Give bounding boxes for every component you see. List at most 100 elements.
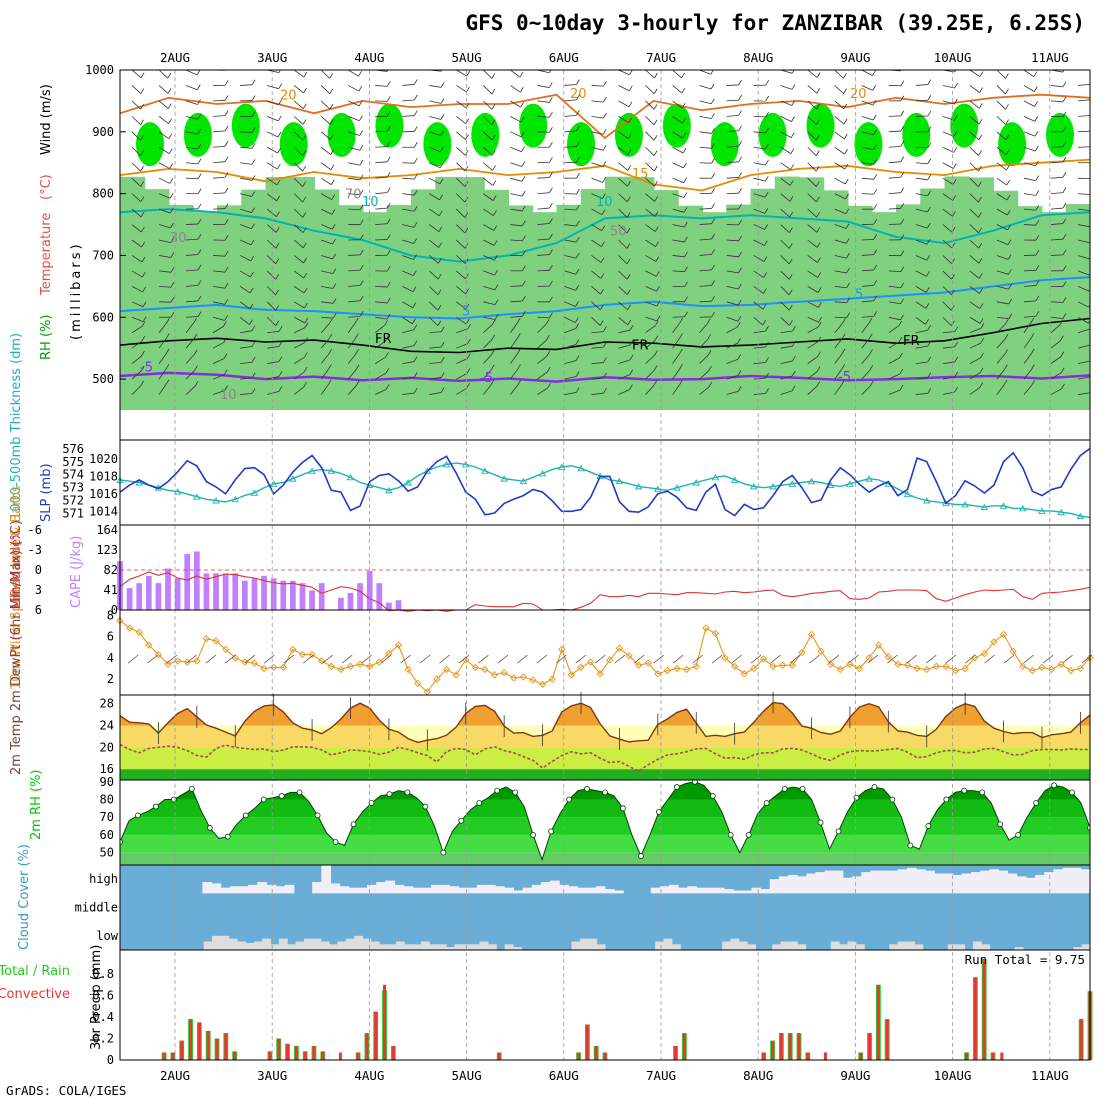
wind-barb-flag <box>250 255 255 262</box>
wind-barb <box>239 316 250 326</box>
wind-barb-flag <box>303 366 308 373</box>
rh2m-marker <box>817 819 824 826</box>
contour-label-plus5: 5 <box>855 288 863 303</box>
cloud-high-bar <box>403 886 414 894</box>
wind-barb-flag <box>440 387 445 393</box>
wind-barb <box>456 358 468 364</box>
wind-barb-flag <box>439 194 443 201</box>
wind-barb-flag <box>413 324 418 330</box>
wind-speed-marker <box>692 662 700 670</box>
wind-barb <box>429 224 440 233</box>
wind-barb-flag <box>711 143 715 149</box>
wind-barb <box>780 177 791 186</box>
wind-barb <box>780 345 793 349</box>
wind-barb <box>834 353 843 364</box>
wind-barb <box>861 338 870 349</box>
wind-barb <box>996 193 1008 201</box>
wind-barb-flag <box>843 103 848 110</box>
wind-barb-flag <box>738 235 742 242</box>
wind-barb-flag <box>952 179 957 185</box>
wind-speed-marker <box>260 664 268 673</box>
wind-barb <box>1023 338 1032 349</box>
precip-ylabel-group: 3hr Precip (mm) <box>89 945 104 1050</box>
date-label-bottom: 8AUG <box>743 1068 773 1083</box>
wind-barb-flag <box>549 187 553 193</box>
wind-barb-flag <box>979 71 984 77</box>
wind-barb-flag <box>900 156 905 162</box>
wind-barb-flag <box>765 95 769 102</box>
wind-barb-flag <box>790 148 795 154</box>
wind-barb <box>510 338 518 349</box>
cloud-high-bar <box>595 886 606 894</box>
wind-barb-flag <box>576 110 580 116</box>
wind10m-barb <box>906 654 918 664</box>
wind-barb-flag <box>464 150 469 156</box>
cloud-low-bar <box>278 938 288 950</box>
wind-barb <box>375 161 388 164</box>
wind-barb-flag <box>1030 364 1035 370</box>
cloud-high-bar <box>916 869 926 894</box>
wind10m-barb <box>536 654 548 664</box>
wind-barb-flag <box>655 271 660 277</box>
cloud-low-bar <box>722 941 731 950</box>
wind-barb <box>996 208 1008 216</box>
wind-speed-marker <box>721 654 729 662</box>
wind-barb <box>780 193 791 202</box>
wind-barb-flag <box>304 317 309 324</box>
wind-barb <box>483 224 494 231</box>
wind-barb-flag <box>165 348 170 355</box>
wind-barb-flag <box>927 388 932 394</box>
wind-barb <box>1023 385 1032 395</box>
wind-barb <box>240 377 253 380</box>
wind-barb-flag <box>142 286 146 293</box>
wind-speed-marker <box>433 675 441 683</box>
wind-barb-flag <box>165 379 170 385</box>
cloud-high-bar <box>412 887 423 894</box>
cloud-high-bar <box>980 870 990 894</box>
wind-speed-marker <box>711 629 720 638</box>
wind10m-barb <box>575 654 587 664</box>
wind-barb-flag <box>603 387 607 394</box>
rh2m-marker <box>296 789 303 796</box>
wind-barb-flag <box>223 337 228 343</box>
wind-barb-flag <box>816 227 821 233</box>
wind-barb <box>131 270 143 278</box>
wind-barb-flag <box>927 372 932 378</box>
wind-barb <box>510 193 523 197</box>
wind-barb-flag <box>1035 145 1039 152</box>
wind-barb-flag <box>738 125 742 131</box>
upper-ytick-label: 700 <box>92 248 114 262</box>
thickness-marker <box>461 461 470 468</box>
wind-barb-flag <box>521 205 526 212</box>
wind-barb <box>429 115 442 120</box>
wind-barb-flag <box>169 193 174 199</box>
contour-label-plus5: 5 <box>462 304 470 319</box>
wind-barb <box>537 339 547 349</box>
wind-barb <box>780 131 792 139</box>
wind-barb-flag <box>328 318 333 325</box>
wind-barb-flag <box>738 203 742 210</box>
wind-barb-flag <box>575 387 580 393</box>
wind-barb-flag <box>278 356 283 362</box>
wind-barb <box>645 385 654 395</box>
wind-barb-flag <box>844 148 848 155</box>
wind-barb-flag <box>358 70 362 77</box>
wind-barb <box>267 391 279 395</box>
wind-barb-flag <box>627 165 632 171</box>
wind-barb-flag <box>789 196 794 202</box>
wind-barb-flag <box>765 143 769 150</box>
wind-barb <box>807 162 817 172</box>
rh2m-marker <box>1069 789 1075 796</box>
wind-barb-flag <box>927 158 932 164</box>
wind-barb-flag <box>520 131 525 138</box>
wind-barb <box>861 162 874 165</box>
wind-barb <box>564 360 577 365</box>
wind-barb <box>591 316 601 326</box>
cloud-high-bar <box>586 887 597 894</box>
wind-barb-flag <box>654 350 658 356</box>
wind-barb-flag <box>873 249 878 255</box>
wind-barb-flag <box>791 385 796 392</box>
wind-barb-flag <box>332 312 337 319</box>
precip-conv-bar <box>806 1052 810 1060</box>
wind-barb-flag <box>900 218 905 225</box>
